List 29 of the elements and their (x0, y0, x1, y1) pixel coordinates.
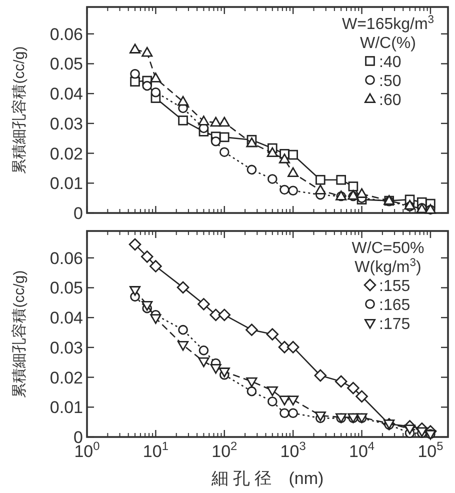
y-tick-label: 0.06 (50, 248, 83, 268)
x-tick-label: 10$^{1}$ (142, 439, 169, 461)
legend-label: :165 (379, 297, 410, 314)
y-tick-label: 0.04 (50, 308, 83, 328)
legend-label: :40 (379, 54, 402, 71)
x-tick-label: 10$^{5}$ (418, 439, 444, 461)
legend-title: W/C=50% W(kg/m$^{3}$) (352, 240, 424, 276)
x-tick-label: 10$^{3}$ (280, 439, 306, 461)
x-axis-title: 細 孔 径 (nm) (210, 469, 324, 488)
y-tick-label: 0.01 (50, 174, 83, 194)
y-tick-label: 0.03 (50, 114, 83, 134)
legend-label: :50 (379, 73, 402, 90)
y-tick-label: 0.02 (50, 368, 83, 388)
y-axis-title: 累積細孔容積(cc/g) (11, 46, 28, 174)
legend-label: :175 (379, 316, 410, 333)
x-tick-label: 10$^{2}$ (212, 439, 238, 461)
legend-label: :155 (379, 278, 410, 295)
y-tick-label: 0.04 (50, 84, 83, 104)
y-tick-label: 0 (74, 204, 83, 223)
y-tick-label: 0.05 (50, 54, 83, 74)
y-tick-label: 0.06 (50, 24, 83, 44)
text: W=165kg/m$^{3}$ W/C(%) (342, 14, 434, 52)
y-axis-title: 累積細孔容積(cc/g) (11, 270, 28, 398)
y-tick-label: 0.01 (50, 398, 83, 418)
y-tick-label: 0.02 (50, 144, 83, 164)
legend-label: :60 (379, 92, 402, 109)
y-tick-label: 0.05 (50, 278, 83, 298)
x-tick-label: 10$^{4}$ (349, 439, 375, 461)
y-tick-label: 0.03 (50, 338, 83, 358)
